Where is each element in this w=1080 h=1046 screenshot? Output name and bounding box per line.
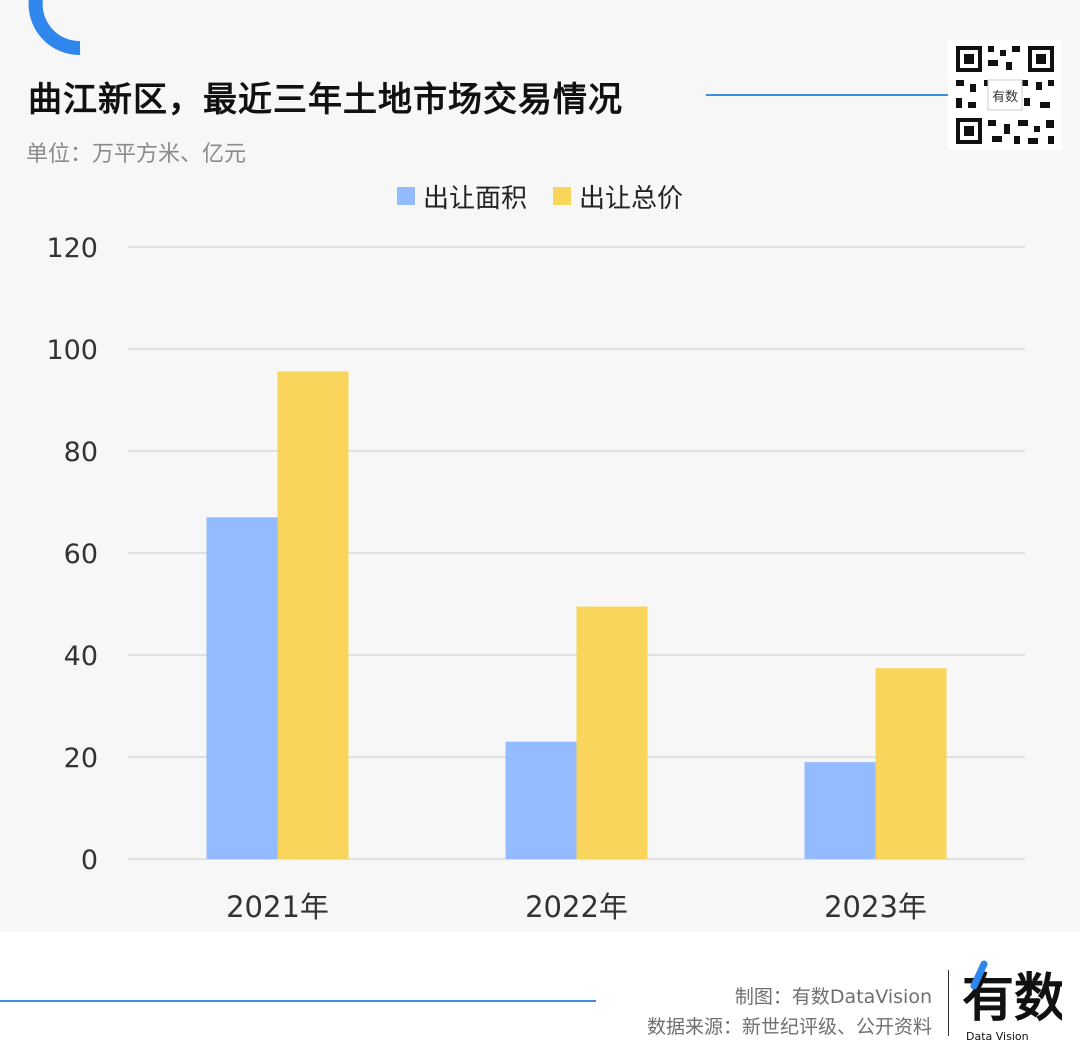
unit-label: 单位：万平方米、亿元 bbox=[26, 142, 247, 167]
bar-area bbox=[505, 741, 577, 859]
bar-price bbox=[277, 371, 349, 859]
footer-rule bbox=[0, 1000, 596, 1002]
legend-item-area: 出让面积 bbox=[396, 178, 527, 215]
legend: 出让面积 出让总价 bbox=[0, 176, 1080, 216]
legend-label-price: 出让总价 bbox=[579, 183, 684, 214]
y-tick-label: 20 bbox=[64, 743, 98, 774]
legend-swatch-area bbox=[396, 187, 415, 205]
x-tick-label: 2023年 bbox=[824, 890, 927, 924]
x-tick-label: 2022年 bbox=[525, 890, 628, 924]
y-tick-label: 80 bbox=[64, 437, 98, 468]
bar-price bbox=[875, 668, 947, 859]
qr-code-icon[interactable]: 有数 bbox=[948, 40, 1062, 150]
y-tick-label: 0 bbox=[81, 845, 98, 876]
legend-swatch-price bbox=[553, 187, 571, 205]
brand-logo: 有数 Data Vision bbox=[962, 960, 1062, 1043]
qr-center-text: 有数 bbox=[992, 90, 1018, 105]
y-tick-label: 40 bbox=[64, 641, 98, 672]
credit-text: 制图：有数DataVision bbox=[734, 986, 932, 1008]
source-text: 数据来源：新世纪评级、公开资料 bbox=[646, 1016, 932, 1038]
chart-title: 曲江新区，最近三年土地市场交易情况 bbox=[28, 80, 623, 120]
bar-area bbox=[206, 517, 278, 859]
y-tick-label: 120 bbox=[46, 233, 98, 264]
y-tick-label: 100 bbox=[46, 335, 98, 366]
y-tick-label: 60 bbox=[64, 539, 98, 570]
corner-arc-decoration bbox=[28, 0, 81, 56]
x-tick-label: 2021年 bbox=[226, 890, 329, 924]
legend-item-price: 出让总价 bbox=[553, 178, 683, 215]
title-rule bbox=[706, 94, 950, 96]
bar-price bbox=[576, 606, 648, 859]
brand-divider bbox=[948, 970, 949, 1036]
legend-label-area: 出让面积 bbox=[422, 183, 527, 214]
bar-area bbox=[804, 762, 876, 859]
brand-logo-subtext: Data Vision bbox=[966, 1030, 1029, 1043]
bar-chart: 0 20 40 60 80 100 120 2021年 2022年 2023年 bbox=[46, 233, 1025, 924]
